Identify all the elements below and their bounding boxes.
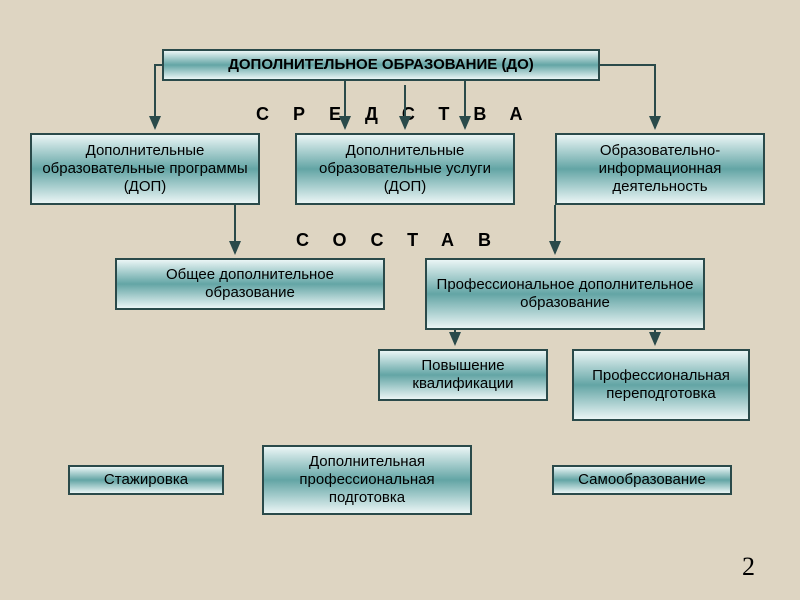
box-e3: Самообразование [552, 465, 732, 495]
box-d1: Повышение квалификации [378, 349, 548, 401]
box-c2: Профессиональное дополнительное образова… [425, 258, 705, 330]
box-root: ДОПОЛНИТЕЛЬНОЕ ОБРАЗОВАНИЕ (ДО) [162, 49, 600, 81]
label-sredstva: СРЕДСТВА [256, 104, 546, 125]
box-b1: Дополнительные образовательные программы… [30, 133, 260, 205]
label-sostav: СОСТАВ [296, 230, 515, 251]
box-e1: Стажировка [68, 465, 224, 495]
box-d2: Профессиональная переподготовка [572, 349, 750, 421]
diagram-canvas: ДОПОЛНИТЕЛЬНОЕ ОБРАЗОВАНИЕ (ДО) Дополните… [0, 0, 800, 600]
box-b2: Дополнительные образовательные услуги (Д… [295, 133, 515, 205]
page-number: 2 [742, 552, 755, 582]
box-b3: Образовательно-информационная деятельнос… [555, 133, 765, 205]
box-c1: Общее дополнительное образование [115, 258, 385, 310]
box-e2: Дополнительная профессиональная подготов… [262, 445, 472, 515]
